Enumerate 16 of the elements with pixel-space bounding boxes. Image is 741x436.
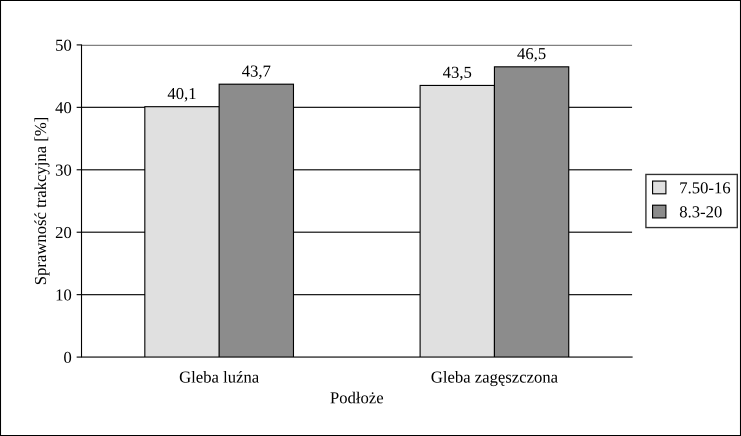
y-tick-label: 10 bbox=[56, 289, 72, 301]
data-label: 40,1 bbox=[168, 88, 196, 102]
y-tick-label: 30 bbox=[56, 164, 72, 176]
legend-label: 8.3-20 bbox=[680, 206, 722, 218]
x-tick-label: Gleba luźna bbox=[180, 370, 259, 383]
legend-label: 7.50-16 bbox=[680, 182, 730, 194]
data-label: 46,5 bbox=[517, 48, 546, 62]
data-label: 43,5 bbox=[443, 66, 472, 80]
y-tick-label: 20 bbox=[56, 226, 72, 238]
y-tick-label: 0 bbox=[64, 352, 72, 364]
x-tick-label: Gleba zagęszczona bbox=[431, 370, 558, 386]
y-tick-label: 50 bbox=[56, 40, 72, 51]
data-label: 43,7 bbox=[242, 65, 270, 80]
x-axis-title: Podłoże bbox=[330, 392, 384, 404]
y-tick-label: 40 bbox=[55, 102, 72, 114]
y-axis-title: Sprawność trakcyjna [%] bbox=[34, 118, 50, 284]
